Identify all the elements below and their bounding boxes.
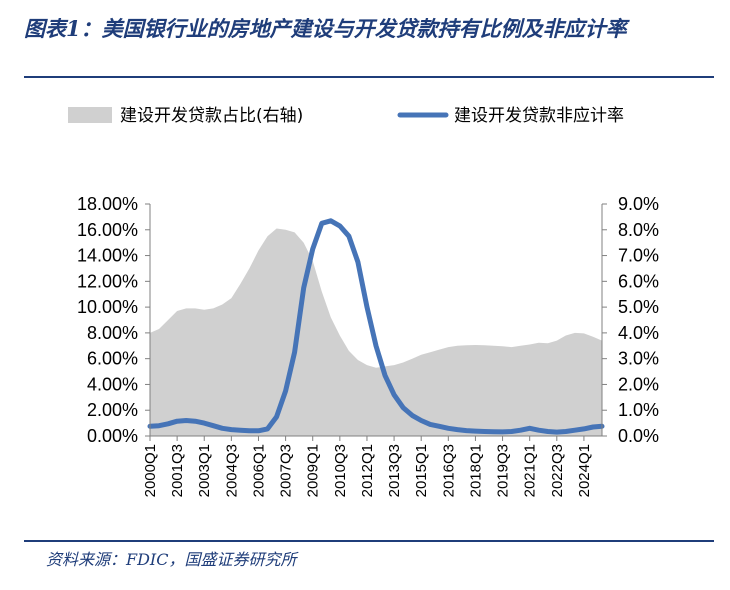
legend: 建设开发贷款占比(右轴) 建设开发贷款非应计率	[68, 106, 624, 126]
figure-title: 图表1：美国银行业的房地产建设与开发贷款持有比例及非应计率	[24, 16, 627, 41]
y-right-tick-label: 5.0%	[618, 297, 659, 317]
y-left-tick-label: 16.00%	[77, 220, 138, 240]
y-right-tick-label: 0.0%	[618, 426, 659, 446]
x-tick-label: 2007Q3	[278, 444, 295, 497]
y-right-tick-label: 1.0%	[618, 400, 659, 420]
x-tick-label: 2009Q1	[305, 444, 322, 497]
series-line-nonaccrual-rate	[147, 218, 605, 435]
x-tick-label: 2004Q3	[223, 444, 240, 497]
x-tick-label: 2012Q1	[359, 444, 376, 497]
x-tick-label: 2024Q1	[576, 444, 593, 497]
y-left-tick-label: 10.00%	[77, 297, 138, 317]
source-rule	[24, 540, 714, 542]
y-left-tick-label: 14.00%	[77, 246, 138, 266]
series-area-construction-share	[150, 228, 602, 436]
x-tick-label: 2010Q3	[332, 444, 349, 497]
y-left-tick-label: 12.00%	[77, 271, 138, 291]
y-right-tick-label: 8.0%	[618, 220, 659, 240]
y-right-tick-label: 4.0%	[618, 323, 659, 343]
legend-label-line: 建设开发贷款非应计率	[454, 106, 624, 126]
y-right-tick-label: 7.0%	[618, 246, 659, 266]
y-right-tick-label: 3.0%	[618, 349, 659, 369]
y-left-tick-label: 0.00%	[87, 426, 138, 446]
axes: 0.00% 2.00% 4.00% 6.00% 8.00% 10.00% 12.00% 14.…	[77, 194, 659, 497]
x-tick-label: 2019Q3	[495, 444, 512, 497]
x-tick-label: 2003Q1	[196, 444, 213, 497]
source-note: 资料来源：FDIC，国盛证券研究所	[46, 550, 297, 569]
y-left-tick-label: 18.00%	[77, 194, 138, 214]
x-tick-label: 2018Q1	[467, 444, 484, 497]
x-tick-label: 2006Q1	[250, 444, 267, 497]
plot-area	[147, 218, 605, 436]
x-tick-label: 2013Q3	[386, 444, 403, 497]
x-tick-label: 2022Q3	[549, 444, 566, 497]
title-rule	[24, 76, 714, 78]
x-tick-label: 2001Q3	[169, 444, 186, 497]
y-left-tick-label: 8.00%	[87, 323, 138, 343]
y-left-tick-label: 2.00%	[87, 400, 138, 420]
y-right-tick-label: 6.0%	[618, 271, 659, 291]
y-left-tick-label: 4.00%	[87, 374, 138, 394]
legend-swatch-area	[68, 107, 112, 123]
x-tick-label: 2016Q3	[440, 444, 457, 497]
y-right-tick-label: 2.0%	[618, 374, 659, 394]
x-tick-label: 2021Q1	[522, 444, 539, 497]
x-tick-label: 2015Q1	[413, 444, 430, 497]
x-tick-label: 2000Q1	[142, 444, 159, 497]
y-right-tick-label: 9.0%	[618, 194, 659, 214]
legend-label-area: 建设开发贷款占比(右轴)	[120, 106, 303, 126]
y-left-tick-label: 6.00%	[87, 349, 138, 369]
